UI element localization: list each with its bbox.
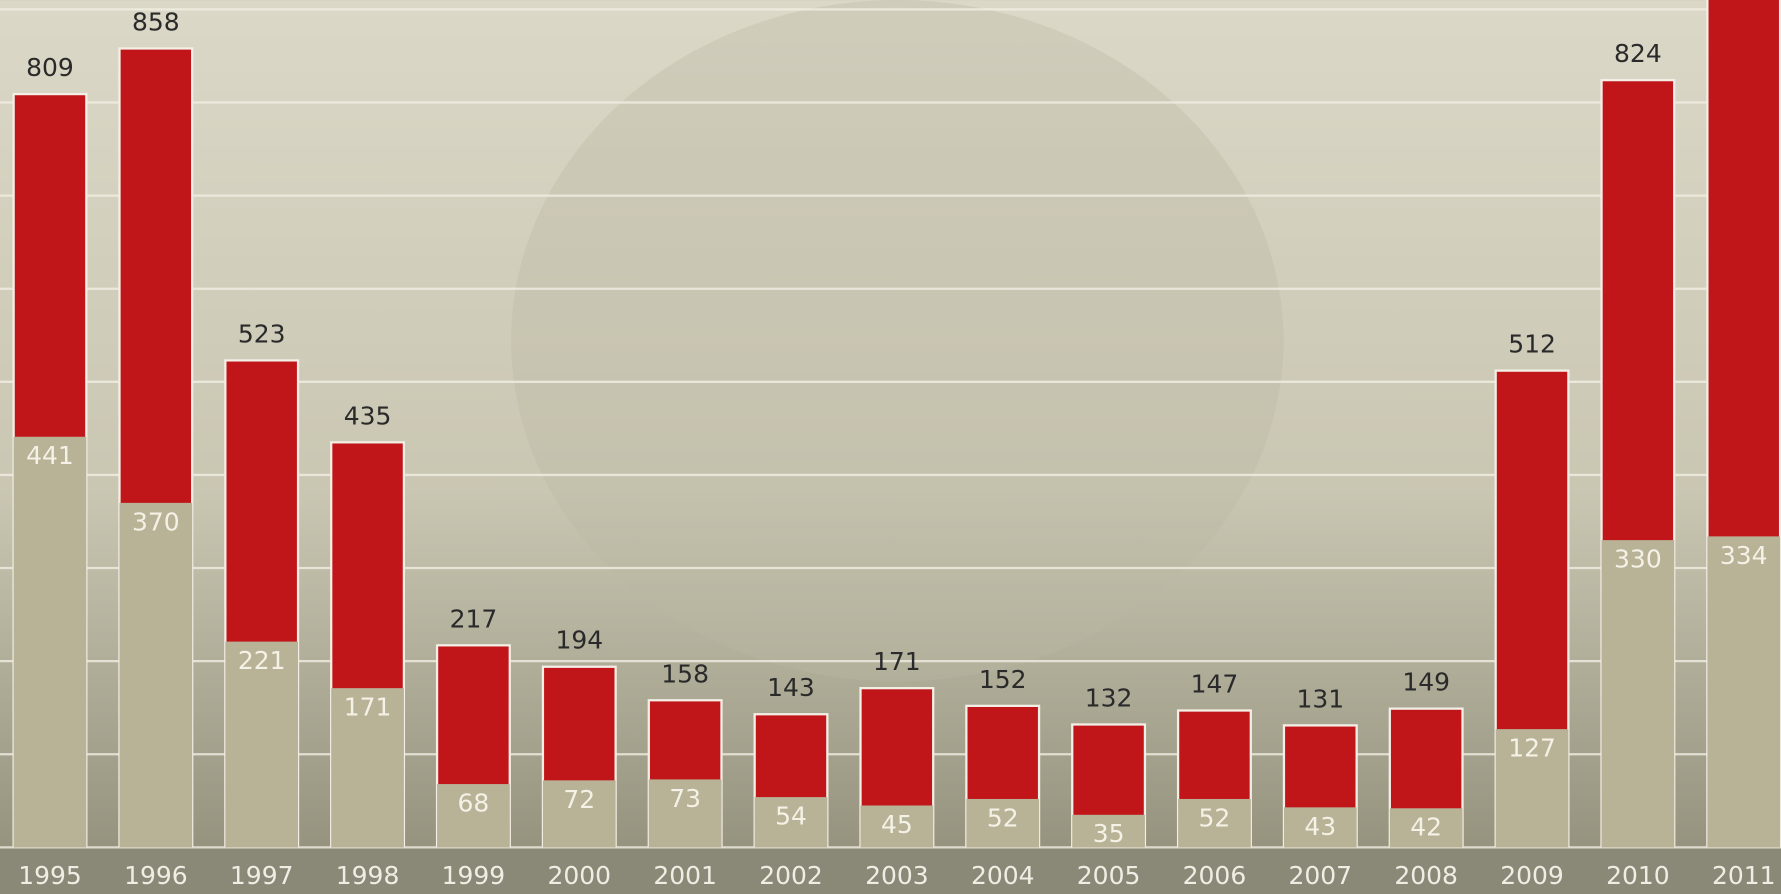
data-label: 441 <box>26 441 74 470</box>
x-tick-label: 2005 <box>1077 861 1141 890</box>
x-tick-label: 2000 <box>548 861 612 890</box>
data-label: 330 <box>1614 545 1662 574</box>
bar <box>1389 808 1463 848</box>
data-label: 171 <box>344 693 392 722</box>
data-label: 43 <box>1304 812 1336 841</box>
bar <box>331 688 404 848</box>
data-label: 68 <box>458 789 490 818</box>
data-label: 435 <box>344 401 392 430</box>
bar <box>13 436 87 848</box>
x-tick-label: 1996 <box>124 861 188 890</box>
bar <box>542 780 616 848</box>
data-label: 512 <box>1508 330 1556 359</box>
bar <box>1072 814 1145 848</box>
data-label: 72 <box>563 785 595 814</box>
data-label: 45 <box>881 810 913 839</box>
data-label: 152 <box>979 665 1027 694</box>
bar <box>1283 807 1357 848</box>
x-tick-label: 2006 <box>1183 861 1247 890</box>
data-label: 42 <box>1410 813 1442 842</box>
bar <box>1707 536 1781 848</box>
x-tick-label: 2003 <box>865 861 929 890</box>
bar <box>966 798 1040 848</box>
data-label: 221 <box>238 646 286 675</box>
x-tick-label: 2011 <box>1712 861 1776 890</box>
data-label: 132 <box>1085 683 1133 712</box>
bar <box>225 641 299 848</box>
x-tick-label: 1995 <box>18 861 82 890</box>
bar <box>119 502 193 848</box>
data-label: 149 <box>1402 668 1450 697</box>
data-label: 824 <box>1614 39 1662 68</box>
bar <box>1495 729 1569 848</box>
data-label: 35 <box>1093 819 1125 848</box>
x-tick-label: 1997 <box>230 861 294 890</box>
x-tick-label: 2008 <box>1394 861 1458 890</box>
bar <box>860 805 934 848</box>
data-label: 127 <box>1508 734 1556 763</box>
x-tick-label: 1999 <box>442 861 506 890</box>
data-label: 147 <box>1191 670 1239 699</box>
bar <box>754 797 828 848</box>
data-label: 131 <box>1296 684 1344 713</box>
data-label: 523 <box>238 319 286 348</box>
data-label: 809 <box>26 53 74 82</box>
background-figure <box>511 0 1284 682</box>
data-label: 143 <box>767 673 815 702</box>
x-tick-label: 2002 <box>759 861 823 890</box>
x-tick-label: 2007 <box>1289 861 1353 890</box>
data-label: 217 <box>450 604 498 633</box>
x-tick-label: 2001 <box>653 861 717 890</box>
data-label: 52 <box>987 803 1019 832</box>
data-label: 158 <box>661 659 709 688</box>
bar <box>648 779 722 848</box>
bar <box>437 784 510 848</box>
bar <box>1601 540 1675 848</box>
x-tick-label: 2004 <box>971 861 1035 890</box>
data-label: 334 <box>1720 541 1768 570</box>
data-label: 54 <box>775 802 807 831</box>
x-tick-label: 2009 <box>1500 861 1564 890</box>
bars <box>12 0 1781 848</box>
data-label: 194 <box>555 626 603 655</box>
x-tick-label: 2010 <box>1606 861 1670 890</box>
data-label: 370 <box>132 507 180 536</box>
data-label: 858 <box>132 7 180 36</box>
data-label: 73 <box>669 784 701 813</box>
labels: 1995 809 441 1996 858 370 1997 523 221 1998 435 171… <box>18 7 1775 889</box>
axis-strip <box>0 847 1781 894</box>
data-label: 52 <box>1199 803 1231 832</box>
bar <box>1178 798 1251 848</box>
x-tick-label: 1998 <box>336 861 400 890</box>
data-label: 171 <box>873 647 921 676</box>
